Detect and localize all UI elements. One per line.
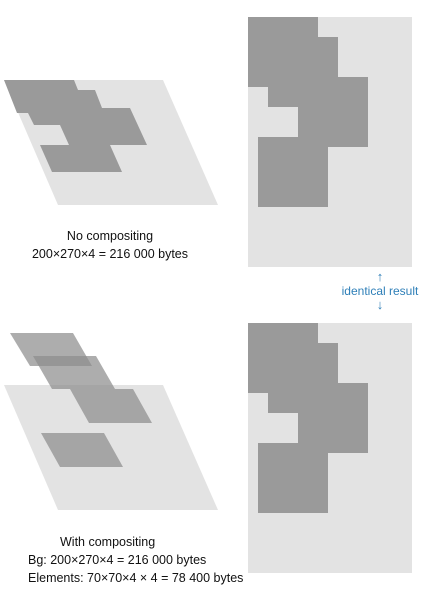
no-compositing-caption: No compositing 200×270×4 = 216 000 bytes xyxy=(10,227,210,263)
with-compositing-3d xyxy=(4,333,218,510)
no-compositing-size: 200×270×4 = 216 000 bytes xyxy=(31,247,189,261)
with-compositing-layer-4 xyxy=(41,433,123,467)
with-compositing-title: With compositing xyxy=(60,535,156,549)
with-compositing-flat xyxy=(248,323,412,573)
with-compositing-elements-size: Elements: 70×70×4 × 4 = 78 400 bytes xyxy=(28,571,244,585)
no-compositing-flat xyxy=(248,17,412,267)
with-compositing-flat-merged-shape xyxy=(248,323,368,513)
no-compositing-3d xyxy=(4,80,218,205)
no-compositing-title: No compositing xyxy=(66,229,154,243)
identical-result-annotation: ↑ identical result ↓ xyxy=(334,270,426,312)
with-compositing-layer-2 xyxy=(33,356,115,389)
identical-result-label: identical result xyxy=(341,284,419,298)
down-arrow-icon: ↓ xyxy=(376,297,384,312)
with-compositing-bg-size: Bg: 200×270×4 = 216 000 bytes xyxy=(28,553,207,567)
with-compositing-layer-3 xyxy=(70,389,152,423)
with-compositing-caption: With compositing Bg: 200×270×4 = 216 000… xyxy=(28,533,253,587)
up-arrow-icon: ↑ xyxy=(376,269,384,284)
no-compositing-3d-merged-shape xyxy=(4,80,147,172)
no-compositing-flat-merged-shape xyxy=(248,17,368,207)
